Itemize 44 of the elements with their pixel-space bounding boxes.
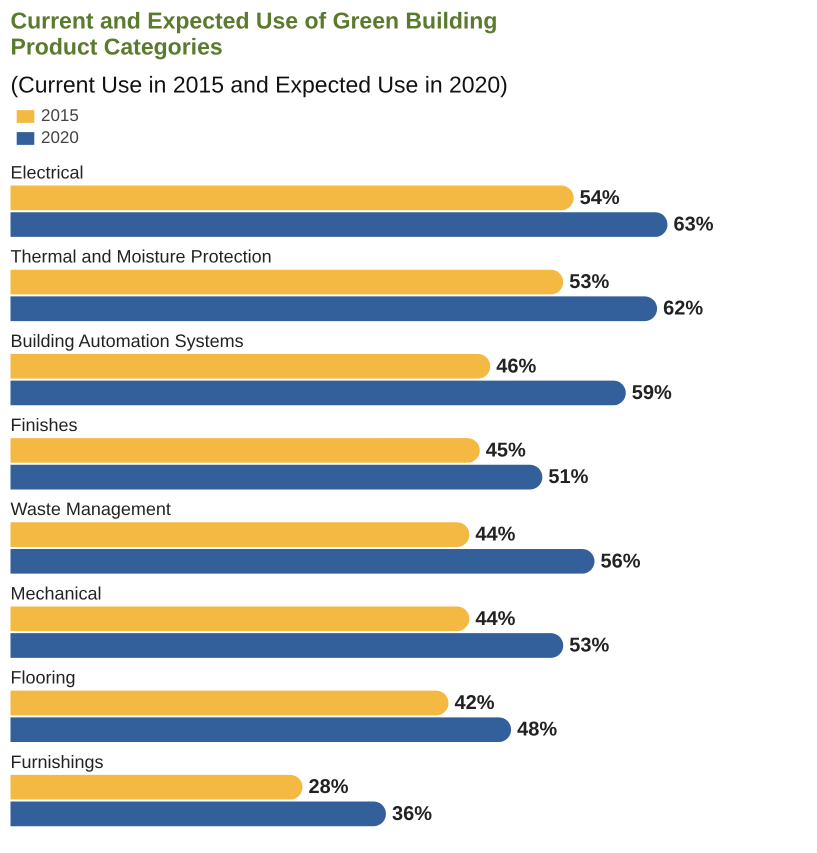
y-tick-label: Electrical xyxy=(10,162,84,182)
bar xyxy=(10,717,512,742)
data-label: 42% xyxy=(454,692,495,714)
y-tick-label: Furnishings xyxy=(10,752,104,772)
data-label: 51% xyxy=(548,466,589,488)
data-label: 44% xyxy=(475,524,516,546)
y-tick-label: Thermal and Moisture Protection xyxy=(10,246,272,267)
chart-subtitle: (Current Use in 2015 and Expected Use in 2020) xyxy=(10,72,508,98)
y-tick-label: Waste Management xyxy=(10,499,171,520)
bar xyxy=(10,464,542,490)
data-label: 45% xyxy=(486,439,526,462)
bar xyxy=(10,380,626,406)
data-label: 54% xyxy=(580,186,620,209)
legend-label: 2020 xyxy=(41,128,79,148)
data-label: 48% xyxy=(517,718,558,741)
bar xyxy=(10,774,303,800)
bar xyxy=(10,186,574,210)
data-label: 28% xyxy=(308,776,349,798)
y-tick-label: Mechanical xyxy=(10,583,102,604)
bar xyxy=(10,270,564,294)
y-tick-label: Finishes xyxy=(10,415,78,436)
data-label: 62% xyxy=(663,298,704,320)
data-label: 36% xyxy=(392,802,432,825)
bar xyxy=(10,296,658,322)
bar xyxy=(10,801,386,826)
data-label: 53% xyxy=(569,634,610,656)
bar xyxy=(10,354,490,379)
bar xyxy=(10,522,470,547)
data-label: 46% xyxy=(496,355,536,378)
chart-title: Current and Expected Use of Green Building Product Categories xyxy=(10,8,498,60)
bar xyxy=(10,548,595,574)
bar xyxy=(10,438,480,463)
y-tick-label: Flooring xyxy=(10,668,76,688)
data-label: 44% xyxy=(475,608,516,630)
y-tick-label: Building Automation Systems xyxy=(10,330,244,351)
bar xyxy=(10,690,449,716)
legend-label: 2015 xyxy=(41,106,79,126)
data-label: 63% xyxy=(674,214,714,236)
data-label: 56% xyxy=(600,550,641,572)
bar xyxy=(10,212,668,237)
bar xyxy=(10,633,564,658)
data-label: 53% xyxy=(569,271,610,294)
data-label: 59% xyxy=(632,382,672,404)
bar xyxy=(10,606,470,632)
